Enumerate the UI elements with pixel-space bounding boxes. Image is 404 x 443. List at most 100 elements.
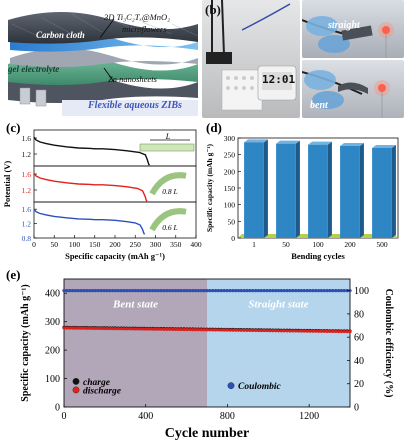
- bent-label: bent: [310, 100, 328, 111]
- y-axis-title: Specific capacity (mAh g⁻¹): [205, 143, 214, 232]
- legend-label-discharge: discharge: [83, 386, 122, 396]
- zn-nanosheets-label: Zn nanosheets: [108, 74, 157, 84]
- y-tick-label: 50: [228, 217, 236, 226]
- y2-tick-label: 40: [354, 356, 364, 367]
- chart-c-discharge-curves: (c) 1.2 1.6 L 1.2 1.6 0.8 L 0.8 1.2 1.6 0.6 L 0 50 10…: [2, 120, 202, 261]
- y-axis-title: Potential (V): [2, 161, 12, 208]
- bar-top-100: [308, 141, 332, 145]
- y-tick-label: 400: [45, 289, 60, 300]
- x-tick-label: 800: [220, 411, 235, 422]
- y-tick-label: 1.6: [22, 205, 32, 214]
- clock-display: 12:01: [262, 73, 296, 86]
- y-tick-label: 200: [224, 167, 236, 176]
- bar-side-50: [295, 140, 300, 238]
- x-tick-label: 200: [109, 240, 121, 249]
- y2-tick-label: 20: [354, 379, 364, 390]
- bar-top-200: [340, 143, 364, 146]
- x-axis-title: Bending cycles: [291, 251, 345, 261]
- x-tick-label: 0: [32, 240, 36, 249]
- bar-1: [244, 142, 264, 238]
- y-tick-label: 250: [224, 151, 236, 160]
- annotation-length: 0.6 L: [162, 223, 177, 232]
- bar-side-100: [327, 141, 332, 238]
- y2-tick-label: 60: [354, 333, 364, 344]
- data-point: [348, 329, 352, 334]
- bar-top-50: [276, 140, 300, 144]
- panel-a-label: (a): [3, 2, 19, 17]
- y-tick-label: 1.2: [22, 150, 32, 159]
- bent-device-icon: [149, 208, 187, 232]
- y-tick-label: 1.2: [22, 220, 32, 229]
- device-photo-bent: bent: [302, 60, 404, 118]
- straight-device-icon: [139, 143, 195, 152]
- legend-marker-discharge: [72, 386, 80, 394]
- annotation-length: 0.8 L: [162, 187, 177, 196]
- legend-marker-coulombic: [227, 382, 235, 390]
- y-tick-label: 300: [45, 317, 60, 328]
- straight-device-drawing: [302, 16, 394, 58]
- plot-frame: [63, 278, 351, 408]
- discharge-curve-3: [33, 208, 146, 235]
- bent-device-drawing: [302, 70, 390, 118]
- panel-b-label: (b): [205, 2, 221, 17]
- y-tick-label: 200: [45, 346, 60, 357]
- bar-100: [308, 144, 328, 238]
- bent-region: [64, 279, 207, 407]
- legend-label-coulombic: Coulombic: [238, 382, 282, 392]
- y-tick-label: 1.6: [22, 134, 32, 143]
- y-tick-label: 0: [231, 234, 235, 243]
- straight-state-label: Straight state: [248, 298, 308, 310]
- y-tick-label: 0.8: [22, 234, 32, 243]
- x-tick-label: 150: [89, 240, 101, 249]
- annotation-length: L: [165, 132, 171, 141]
- flexible-zibs-caption: Flexible aqueous ZIBs: [88, 100, 182, 111]
- subplot-frame: [33, 165, 197, 203]
- x-tick-label: 400: [190, 240, 202, 249]
- y-axis-title: Specific capacity (mAh g⁻¹): [20, 284, 31, 401]
- clock-photo: [206, 0, 297, 111]
- panel-b: 12:01 straight bent (b): [202, 0, 404, 118]
- panel-e-label: (e): [6, 267, 20, 282]
- x-axis-title: Cycle number: [165, 426, 249, 441]
- discharge-curve-1: [33, 136, 151, 166]
- x-tick-label: 250: [130, 240, 142, 249]
- bar-side-500: [391, 145, 396, 238]
- bar-200: [340, 146, 360, 238]
- battery-layers-drawing: [8, 12, 198, 116]
- x-tick-label: 50: [51, 240, 59, 249]
- y-tick-label: 1.2: [22, 186, 32, 195]
- battery-illustration: [2, 2, 198, 116]
- gel-electrolyte-label: gel electrolyte: [8, 64, 60, 74]
- y2-tick-label: 100: [354, 286, 369, 297]
- legend-marker-charge: [72, 378, 80, 385]
- discharge-curve-2: [33, 172, 148, 202]
- bar-50: [276, 143, 296, 238]
- microflowers-label: microflowers: [122, 24, 167, 34]
- bar-side-200: [359, 143, 364, 238]
- x-tick-label: 1200: [299, 411, 319, 422]
- bar-top-500: [372, 145, 396, 148]
- x-tick-label: 1: [252, 240, 256, 249]
- bar-top-1: [244, 139, 268, 143]
- x-tick-label: 400: [138, 411, 153, 422]
- x-tick-label: 50: [282, 240, 290, 249]
- y-tick-label: 300: [224, 134, 236, 143]
- panel-a: (a) Carbon cloth gel electrolyte 3D Ti₃C…: [0, 0, 200, 118]
- y-tick-label: 150: [224, 184, 236, 193]
- bar-500: [372, 148, 392, 238]
- y-tick-label: 100: [45, 374, 60, 385]
- carbon-cloth-label: Carbon cloth: [36, 30, 85, 40]
- x-tick-label: 0: [62, 411, 67, 422]
- legend-label-charge: charge: [83, 378, 111, 388]
- x-tick-label: 350: [170, 240, 182, 249]
- x-tick-label: 100: [69, 240, 81, 249]
- y2-tick-label: 80: [354, 309, 364, 320]
- device-photo-left: 12:01: [202, 0, 300, 118]
- y-tick-label: 100: [224, 201, 236, 210]
- bent-state-label: Bent state: [112, 298, 158, 310]
- series-discharge: [62, 326, 352, 334]
- x-tick-label: 500: [376, 240, 388, 249]
- x-tick-label: 100: [312, 240, 324, 249]
